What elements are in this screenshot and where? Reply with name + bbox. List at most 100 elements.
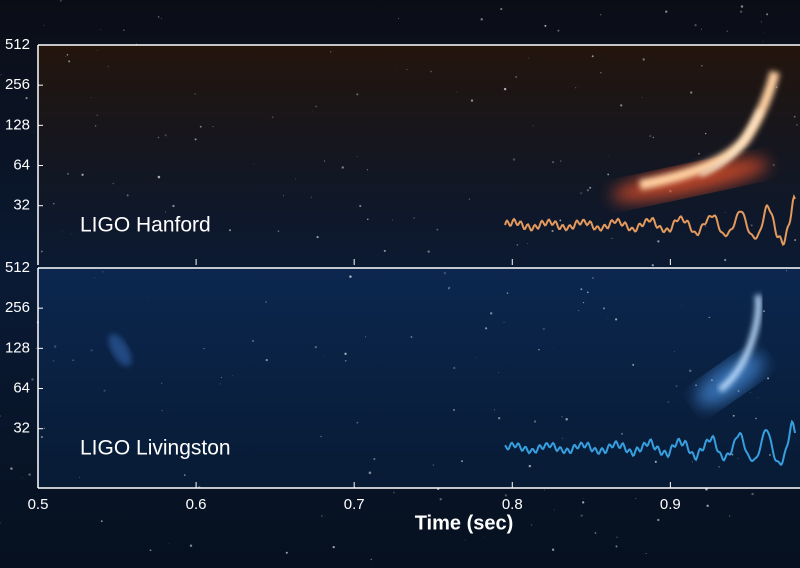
star: [620, 104, 623, 107]
star: [763, 31, 765, 33]
star: [506, 292, 509, 295]
star: [65, 56, 66, 57]
star: [97, 50, 99, 52]
star: [497, 417, 501, 420]
star: [90, 96, 92, 98]
star: [726, 30, 728, 32]
panel-bg: [38, 45, 800, 265]
star: [578, 309, 580, 312]
star: [737, 458, 739, 460]
star: [15, 127, 18, 130]
star: [54, 345, 57, 348]
star: [90, 349, 93, 352]
star: [265, 358, 268, 362]
star: [785, 270, 788, 272]
star: [476, 357, 478, 359]
star: [509, 523, 510, 525]
star: [147, 300, 149, 302]
star: [10, 467, 13, 470]
star: [456, 91, 458, 93]
star: [485, 327, 488, 330]
star: [718, 466, 720, 468]
star: [675, 385, 678, 387]
star: [395, 68, 396, 70]
y-tick-label: 128: [5, 339, 30, 356]
spectrogram-chirp: [718, 294, 762, 393]
star: [528, 57, 530, 59]
star: [652, 136, 655, 139]
star: [654, 460, 657, 463]
star: [68, 60, 71, 63]
star: [544, 489, 546, 491]
star: [28, 473, 31, 476]
star: [368, 471, 372, 475]
star: [199, 125, 202, 128]
star: [582, 501, 585, 504]
star: [161, 382, 163, 384]
star: [66, 54, 69, 56]
star: [489, 312, 493, 315]
star: [688, 369, 692, 373]
star: [11, 317, 12, 319]
star: [645, 552, 647, 554]
star: [766, 13, 769, 16]
star: [559, 219, 562, 222]
star: [515, 76, 517, 78]
star: [468, 198, 471, 200]
star: [504, 494, 508, 497]
star: [370, 558, 372, 561]
star: [310, 196, 313, 198]
star: [184, 474, 186, 476]
star: [767, 377, 770, 380]
star: [149, 549, 152, 552]
spectrogram-chirp: [699, 109, 762, 177]
star: [594, 532, 597, 534]
star: [332, 546, 335, 549]
star: [430, 70, 432, 73]
star: [157, 175, 161, 179]
x-tick-label: 0.9: [660, 496, 681, 513]
star: [96, 114, 98, 116]
star: [575, 87, 577, 89]
star: [500, 7, 503, 11]
star: [497, 371, 499, 373]
star: [651, 264, 654, 267]
star: [436, 228, 439, 231]
star: [591, 55, 594, 58]
star: [540, 113, 542, 115]
star: [344, 352, 347, 356]
star: [366, 218, 369, 221]
x-tick-label: 0.7: [344, 496, 365, 513]
star: [282, 195, 284, 197]
star: [565, 417, 568, 421]
waveform: [504, 419, 796, 467]
star: [697, 152, 700, 155]
star: [732, 414, 735, 417]
star: [586, 291, 589, 294]
star: [608, 156, 610, 157]
star: [641, 96, 643, 98]
star: [600, 14, 602, 16]
detector-label: LIGO Hanford: [80, 214, 211, 237]
star: [607, 318, 609, 319]
star: [100, 520, 103, 523]
star: [359, 204, 362, 208]
star: [614, 318, 618, 321]
star: [649, 134, 652, 138]
star: [52, 360, 55, 362]
star: [552, 161, 555, 164]
star: [731, 453, 734, 456]
star: [772, 163, 776, 167]
star: [503, 321, 505, 324]
star: [768, 453, 771, 456]
x-axis-label: Time (sec): [415, 512, 514, 534]
star: [252, 340, 254, 342]
star: [323, 356, 324, 358]
star: [582, 301, 585, 304]
star: [760, 21, 762, 23]
star: [553, 509, 555, 511]
spectrogram-glow: [611, 158, 769, 202]
star: [538, 349, 540, 351]
